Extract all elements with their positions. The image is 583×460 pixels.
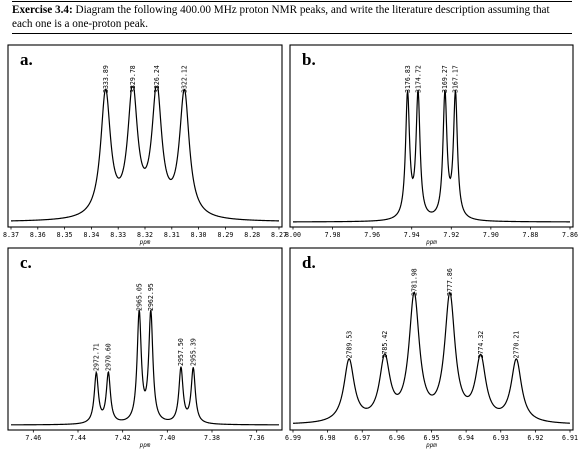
top-rule xyxy=(12,1,572,2)
panel-frame xyxy=(289,44,574,228)
x-tick-label: 7.38 xyxy=(204,434,220,442)
peak-label: 2970.60 xyxy=(105,343,113,371)
exercise-text: Diagram the following 400.00 MHz proton … xyxy=(12,4,550,30)
peak-label: 2955.39 xyxy=(189,338,197,366)
peak-label: 2785.42 xyxy=(381,331,389,359)
peak-label: 2962.95 xyxy=(147,283,155,311)
spectrum-curve xyxy=(292,291,571,424)
x-tick-label: 6.91 xyxy=(562,434,578,442)
peak-label: 2972.71 xyxy=(93,343,101,371)
panel-letter: a. xyxy=(20,50,33,69)
panel-letter: d. xyxy=(302,253,316,272)
spectrum-panel-1: a. 3333.89 3329.78 3326.24 3322.12 8.37 8.36 8.… xyxy=(3,44,287,246)
x-tick-label: 7.98 xyxy=(325,231,341,239)
peak-label: 2774.32 xyxy=(477,331,485,359)
intro-rule xyxy=(12,33,572,34)
peak-label: 2965.05 xyxy=(135,283,143,311)
x-tick-label: 8.27 xyxy=(271,231,287,239)
x-tick-label: 7.46 xyxy=(25,434,41,442)
peak-label: 3322.12 xyxy=(181,65,189,93)
x-axis-label: ppm xyxy=(140,442,151,449)
x-tick-label: 6.94 xyxy=(458,434,474,442)
exercise-label: Exercise 3.4: xyxy=(12,4,73,16)
x-tick-label: 6.95 xyxy=(424,434,440,442)
peak-label: 2777.86 xyxy=(446,268,454,296)
x-tick-label: 6.93 xyxy=(493,434,509,442)
spectrum-curve xyxy=(293,90,570,223)
peak-label: 3167.17 xyxy=(452,65,460,93)
peak-label: 3176.83 xyxy=(404,65,412,93)
x-tick-label: 7.36 xyxy=(249,434,265,442)
peak-label: 2957.50 xyxy=(177,338,185,366)
x-tick-label: 6.96 xyxy=(389,434,405,442)
x-tick-label: 6.97 xyxy=(354,434,370,442)
x-tick-label: 7.90 xyxy=(483,231,499,239)
x-axis-label: ppm xyxy=(426,442,437,449)
x-tick-label: 7.88 xyxy=(522,231,538,239)
peak-label: 2781.98 xyxy=(410,268,418,296)
x-axis-label: ppm xyxy=(426,239,437,246)
spectrum-curve xyxy=(10,86,280,222)
peak-label: 3333.89 xyxy=(102,65,110,93)
peak-label: 3329.78 xyxy=(129,65,137,93)
x-tick-label: 7.86 xyxy=(562,231,578,239)
x-tick-label: 8.37 xyxy=(3,231,19,239)
x-tick-label: 6.92 xyxy=(527,434,543,442)
peak-label: 2789.53 xyxy=(345,331,353,359)
peak-label: 3326.24 xyxy=(153,65,161,93)
spectrum-panel-4: d. 2789.53 2785.42 2781.98 2777.86 2774.32 277… xyxy=(285,247,578,449)
x-tick-label: 8.00 xyxy=(285,231,301,239)
x-tick-label: 8.31 xyxy=(164,231,180,239)
x-tick-label: 8.34 xyxy=(83,231,99,239)
x-tick-label: 8.32 xyxy=(137,231,153,239)
peak-label: 2770.21 xyxy=(513,331,521,359)
x-axis-label: ppm xyxy=(140,239,151,246)
peak-label: 3174.72 xyxy=(414,65,422,93)
x-tick-label: 6.98 xyxy=(320,434,336,442)
x-tick-label: 7.42 xyxy=(115,434,131,442)
spectrum-curve xyxy=(11,309,280,426)
exercise-prompt: Exercise 3.4: Diagram the following 400.… xyxy=(12,3,572,31)
panel-letter: c. xyxy=(20,253,32,272)
x-tick-label: 8.29 xyxy=(217,231,233,239)
x-tick-label: 8.36 xyxy=(30,231,46,239)
x-tick-label: 7.96 xyxy=(364,231,380,239)
x-tick-label: 7.44 xyxy=(70,434,86,442)
panel-frame xyxy=(289,247,574,431)
x-tick-label: 8.33 xyxy=(110,231,126,239)
panel-frame xyxy=(7,44,283,228)
panel-frame xyxy=(7,247,283,431)
panel-letter: b. xyxy=(302,50,316,69)
x-tick-label: 7.94 xyxy=(404,231,420,239)
x-tick-label: 8.28 xyxy=(244,231,260,239)
x-tick-label: 7.92 xyxy=(443,231,459,239)
x-tick-label: 6.99 xyxy=(285,434,301,442)
x-tick-label: 8.30 xyxy=(191,231,207,239)
spectrum-panel-2: b. 3176.83 3174.72 3169.27 3167.17 8.00 7.98 7.… xyxy=(285,44,578,246)
spectrum-panel-3: c. 2972.71 2970.60 2965.05 2962.95 2957.50 295… xyxy=(7,247,283,449)
peak-label: 3169.27 xyxy=(441,65,449,93)
x-tick-label: 8.35 xyxy=(57,231,73,239)
x-tick-label: 7.40 xyxy=(159,434,175,442)
